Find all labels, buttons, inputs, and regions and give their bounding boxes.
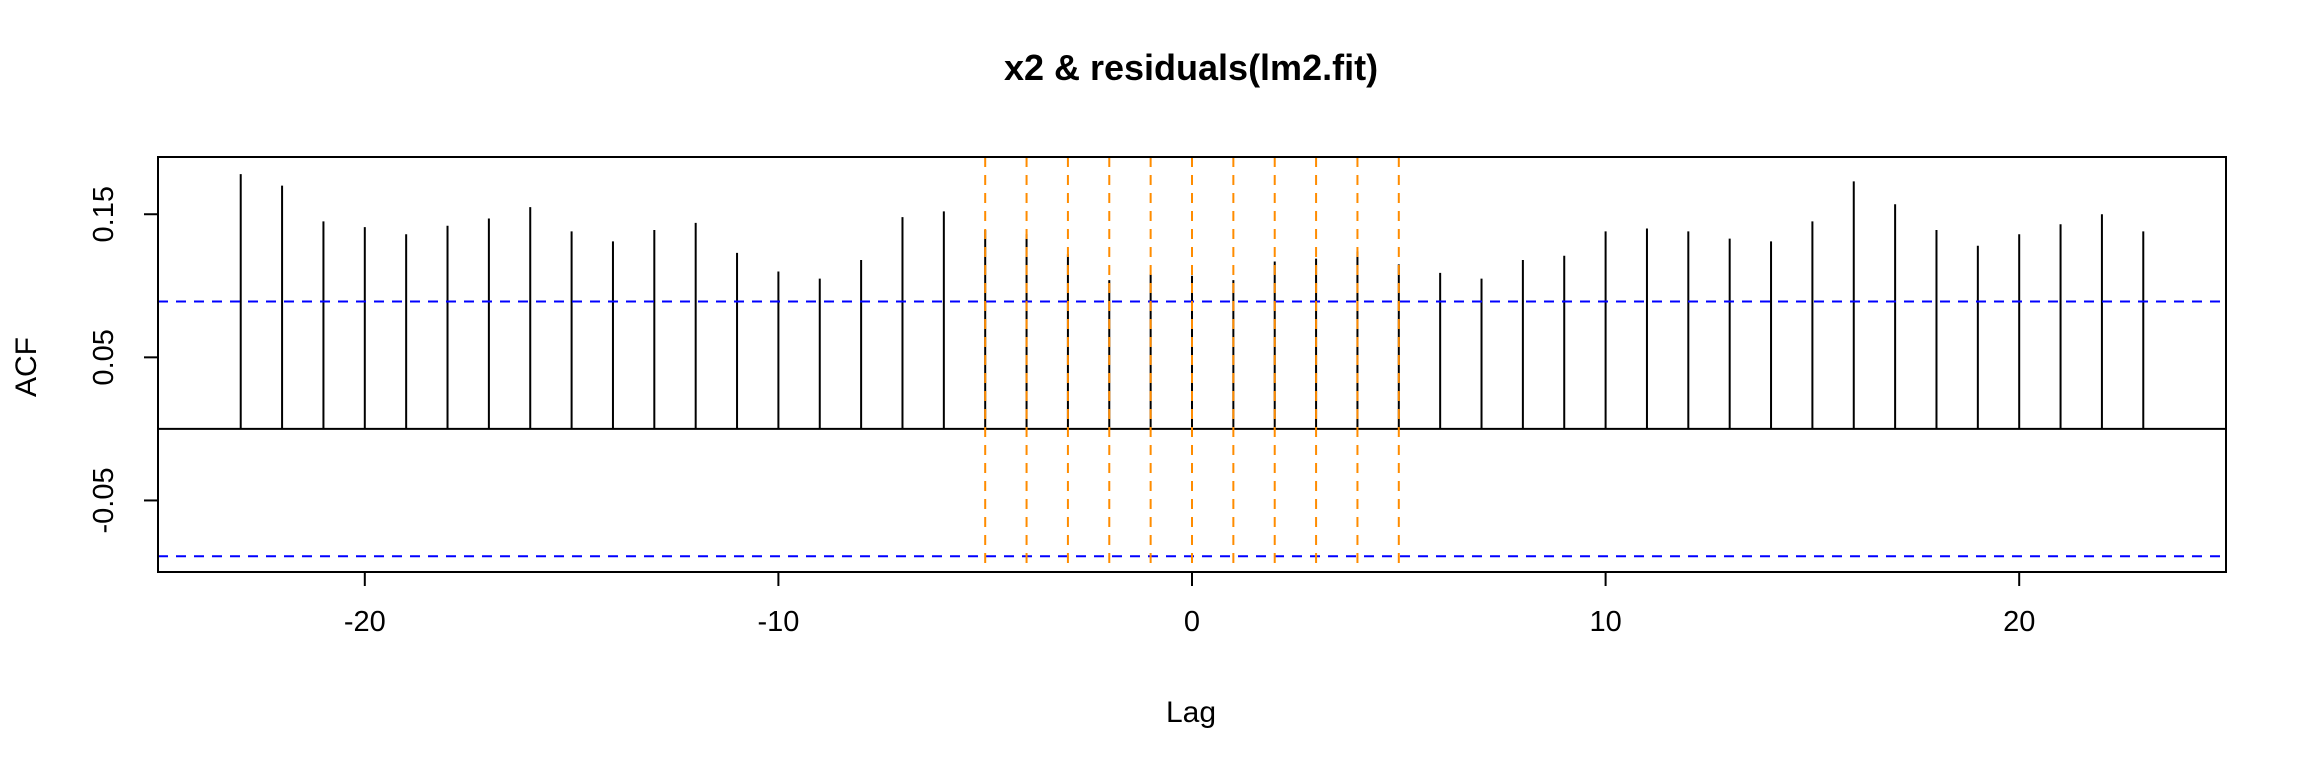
x-tick-label: 20 — [2003, 606, 2035, 638]
y-tick-label: 0.05 — [88, 329, 120, 385]
x-tick-label: -10 — [757, 606, 799, 638]
x-tick-label: -20 — [344, 606, 386, 638]
y-axis-label: ACF — [10, 337, 43, 397]
chart-title: x2 & residuals(lm2.fit) — [1004, 47, 1378, 88]
x-tick-label: 10 — [1589, 606, 1621, 638]
x-tick-label: 0 — [1184, 606, 1200, 638]
plot-area: -20 -10 0 10 20 -0.05 0.05 0.15 — [88, 156, 2227, 638]
y-tick-label: 0.15 — [88, 186, 120, 242]
x-axis-label: Lag — [1166, 696, 1216, 729]
y-tick-label: -0.05 — [88, 467, 120, 533]
